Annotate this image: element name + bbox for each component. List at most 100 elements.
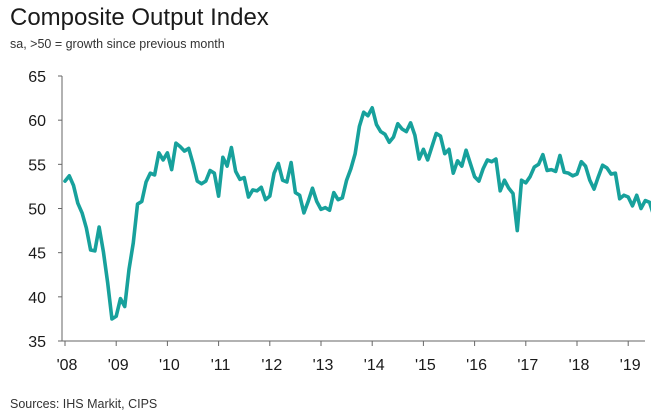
data-point bbox=[226, 165, 229, 168]
y-tick-label: 35 bbox=[28, 334, 46, 351]
data-point bbox=[196, 180, 199, 183]
data-point bbox=[93, 249, 96, 252]
data-point bbox=[456, 159, 459, 162]
data-point bbox=[588, 179, 591, 182]
data-point bbox=[290, 161, 293, 164]
data-point bbox=[550, 168, 553, 171]
data-point bbox=[68, 174, 71, 177]
data-point bbox=[294, 191, 297, 194]
data-point bbox=[546, 169, 549, 172]
data-point bbox=[81, 211, 84, 214]
data-point bbox=[238, 178, 241, 181]
data-point bbox=[529, 175, 532, 178]
data-point bbox=[618, 197, 621, 200]
data-point bbox=[358, 125, 361, 128]
data-point bbox=[422, 148, 425, 151]
data-point bbox=[388, 141, 391, 144]
x-tick-label: '12 bbox=[261, 357, 282, 374]
data-point bbox=[614, 172, 617, 175]
data-point bbox=[132, 241, 135, 244]
data-point bbox=[324, 206, 327, 209]
data-point bbox=[230, 146, 233, 149]
data-point bbox=[349, 167, 352, 170]
data-point bbox=[409, 121, 412, 124]
data-point bbox=[396, 122, 399, 125]
data-point bbox=[341, 196, 344, 199]
data-point bbox=[281, 179, 284, 182]
data-point bbox=[507, 187, 510, 190]
chart-subtitle: sa, >50 = growth since previous month bbox=[10, 37, 225, 51]
data-point bbox=[512, 192, 515, 195]
series-group bbox=[63, 106, 651, 321]
data-point bbox=[401, 128, 404, 131]
data-point bbox=[405, 130, 408, 133]
data-point bbox=[610, 173, 613, 176]
data-point bbox=[128, 268, 131, 271]
data-point bbox=[375, 123, 378, 126]
x-tick-label: '09 bbox=[108, 357, 129, 374]
data-point bbox=[635, 194, 638, 197]
data-point bbox=[298, 194, 301, 197]
data-point bbox=[337, 198, 340, 201]
data-point bbox=[123, 305, 126, 308]
data-point bbox=[153, 173, 156, 176]
data-point bbox=[379, 130, 382, 133]
data-point bbox=[524, 181, 527, 184]
data-point bbox=[243, 176, 246, 179]
data-point bbox=[567, 172, 570, 175]
data-point bbox=[302, 211, 305, 214]
y-tick-label: 45 bbox=[28, 246, 46, 263]
data-point bbox=[640, 207, 643, 210]
y-tick-label: 50 bbox=[28, 202, 46, 219]
data-point bbox=[247, 196, 250, 199]
data-point bbox=[448, 148, 451, 151]
data-point bbox=[251, 188, 254, 191]
data-point bbox=[426, 158, 429, 161]
x-tick-label: '19 bbox=[620, 357, 641, 374]
source-note: Sources: IHS Markit, CIPS bbox=[10, 397, 158, 411]
data-point bbox=[490, 160, 493, 163]
data-point bbox=[277, 162, 280, 165]
x-tick-label: '16 bbox=[466, 357, 487, 374]
y-axis: 35 40 45 50 55 60 65 bbox=[28, 69, 62, 351]
x-tick-label: '15 bbox=[415, 357, 436, 374]
x-tick-label: '14 bbox=[364, 357, 385, 374]
data-point bbox=[264, 198, 267, 201]
data-point bbox=[64, 180, 67, 183]
data-point bbox=[221, 156, 224, 159]
data-point bbox=[72, 184, 75, 187]
data-point bbox=[482, 167, 485, 170]
data-point bbox=[554, 170, 557, 173]
data-point bbox=[179, 145, 182, 148]
data-point bbox=[102, 250, 105, 253]
data-point bbox=[439, 135, 442, 138]
data-point bbox=[157, 151, 160, 154]
data-point bbox=[435, 132, 438, 135]
data-point bbox=[537, 163, 540, 166]
data-point bbox=[149, 172, 152, 175]
data-point bbox=[345, 179, 348, 182]
data-point bbox=[192, 162, 195, 165]
data-point bbox=[627, 196, 630, 199]
data-point bbox=[533, 165, 536, 168]
data-point bbox=[605, 166, 608, 169]
data-point bbox=[307, 200, 310, 203]
data-point bbox=[593, 188, 596, 191]
data-point bbox=[145, 181, 148, 184]
data-point bbox=[166, 151, 169, 154]
chart-title: Composite Output Index bbox=[10, 4, 269, 31]
data-point bbox=[392, 135, 395, 138]
data-point bbox=[98, 226, 101, 229]
data-point bbox=[644, 199, 647, 202]
data-point bbox=[563, 171, 566, 174]
data-point bbox=[315, 200, 318, 203]
chart-axes bbox=[61, 76, 645, 342]
data-point bbox=[115, 315, 118, 318]
data-point bbox=[443, 152, 446, 155]
y-tick-label: 40 bbox=[28, 290, 46, 307]
data-point bbox=[285, 181, 288, 184]
data-point bbox=[473, 175, 476, 178]
data-point bbox=[187, 147, 190, 150]
data-point bbox=[486, 158, 489, 161]
